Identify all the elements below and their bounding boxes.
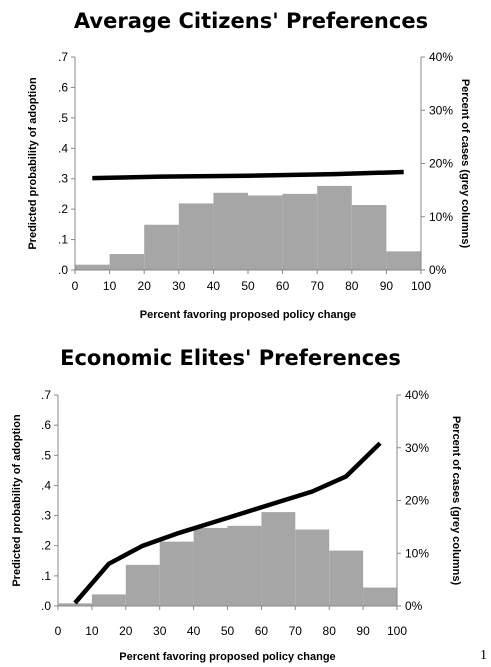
chart2-x-tick-label-6: 60: [255, 624, 269, 638]
chart2-bar-0-10: [58, 603, 92, 606]
chart2-y2-tick-label-1: 10%: [405, 546, 429, 560]
chart2-bar-10-20: [91, 594, 126, 606]
chart1-y-tick-label-4: .4: [58, 141, 68, 155]
chart2-x-tick-label-1: 10: [85, 624, 99, 638]
chart1-y-tick-label-5: .5: [58, 111, 68, 125]
chart2-bar-40-50: [193, 527, 228, 606]
chart1-y-axis-title: Predicted probability of adoption: [27, 77, 39, 250]
chart2-bar-80-90: [329, 550, 364, 606]
chart1-y2-tick-label-1: 10%: [429, 210, 453, 224]
chart1-bar-90-100: [386, 251, 421, 270]
chart2-x-tick-label-8: 80: [323, 624, 337, 638]
chart1-x-axis-title: Percent favoring proposed policy change: [140, 309, 356, 321]
chart2-y2-tick-label-3: 30%: [405, 441, 429, 455]
chart1-x-tick-label-4: 40: [207, 279, 221, 293]
chart2-bar-50-60: [227, 525, 262, 606]
chart2-y2-tick-label-2: 20%: [405, 494, 429, 508]
chart2-y-tick-label-4: .4: [41, 478, 51, 492]
chart2-y2-tick-label-4: 40%: [405, 388, 429, 402]
chart1-bar-70-80: [317, 185, 352, 270]
chart2-x-tick-label-2: 20: [119, 624, 133, 638]
chart1-y2-tick-label-0: 0%: [429, 263, 447, 277]
chart2-bar-90-100: [363, 587, 397, 606]
chart1-y-tick-label-2: .2: [58, 202, 68, 216]
chart1-x-tick-label-8: 80: [345, 279, 359, 293]
chart1-x-tick-label-10: 100: [411, 279, 431, 293]
chart1-bar-60-70: [282, 193, 318, 270]
chart2-bar-30-40: [159, 541, 194, 606]
chart1-x-tick-label-1: 10: [103, 279, 117, 293]
chart2-y-tick-label-3: .3: [41, 509, 51, 523]
chart2-y2-tick-label-0: 0%: [405, 599, 423, 613]
chart1-bar-50-60: [248, 195, 283, 270]
chart2-x-tick-label-3: 30: [153, 624, 167, 638]
chart2-x-tick-label-7: 70: [289, 624, 303, 638]
chart1-y2-tick-label-4: 40%: [429, 50, 453, 64]
chart2-y-tick-label-5: .5: [41, 448, 51, 462]
corner-mark: 1: [480, 648, 487, 663]
chart2-title: Economic Elites' Preferences: [60, 346, 401, 370]
chart1-bar-20-30: [144, 224, 179, 270]
chart1-y2-tick-label-2: 20%: [429, 157, 453, 171]
chart1-x-tick-label-9: 90: [380, 279, 394, 293]
chart2-y-tick-label-7: .7: [41, 388, 51, 402]
chart2-x-tick-label-9: 90: [356, 624, 370, 638]
chart2-x-tick-label-10: 100: [387, 624, 407, 638]
chart1-y-tick-label-0: .0: [58, 263, 68, 277]
chart2-bar-20-30: [125, 564, 160, 606]
chart2-x-axis-title: Percent favoring proposed policy change: [119, 651, 335, 663]
chart2-x-tick-label-4: 40: [187, 624, 201, 638]
chart1-x-tick-label-7: 70: [311, 279, 325, 293]
chart2-bar-60-70: [261, 512, 296, 606]
chart2-y-tick-label-6: .6: [41, 418, 51, 432]
chart2-y-tick-label-0: .0: [41, 599, 51, 613]
chart1-y2-tick-label-3: 30%: [429, 103, 453, 117]
chart1-y-tick-label-3: .3: [58, 172, 68, 186]
chart2-probability-line: [73, 441, 382, 605]
chart1-title: Average Citizens' Preferences: [74, 9, 428, 33]
chart1-bar-0-10: [75, 264, 110, 270]
chart1-bar-30-40: [178, 203, 214, 270]
chart2-y2-axis-title: Percent of cases (grey columns): [450, 416, 462, 586]
chart1-bar-40-50: [213, 192, 248, 270]
chart1-x-tick-label-5: 50: [241, 279, 255, 293]
chart2-y-tick-label-1: .1: [41, 569, 51, 583]
chart1-x-tick-label-6: 60: [276, 279, 290, 293]
chart1-x-tick-label-3: 30: [172, 279, 186, 293]
chart1-y2-axis-title: Percent of cases (grey columns): [459, 79, 471, 249]
chart1-y-tick-label-7: .7: [58, 50, 68, 64]
chart2-x-tick-label-5: 50: [221, 624, 235, 638]
chart1-x-tick-label-0: 0: [72, 279, 79, 293]
chart2-y-tick-label-2: .2: [41, 539, 51, 553]
chart1-probability-line: [92, 169, 404, 181]
chart2-x-tick-label-0: 0: [55, 624, 62, 638]
chart1-bar-10-20: [109, 254, 145, 270]
chart1-x-tick-label-2: 20: [138, 279, 152, 293]
chart1-y-tick-label-6: .6: [58, 80, 68, 94]
chart1-y-tick-label-1: .1: [58, 233, 68, 247]
chart2-y-axis-title: Predicted probability of adoption: [11, 414, 23, 587]
chart1-bar-80-90: [351, 205, 387, 270]
chart2-bar-70-80: [295, 529, 330, 606]
